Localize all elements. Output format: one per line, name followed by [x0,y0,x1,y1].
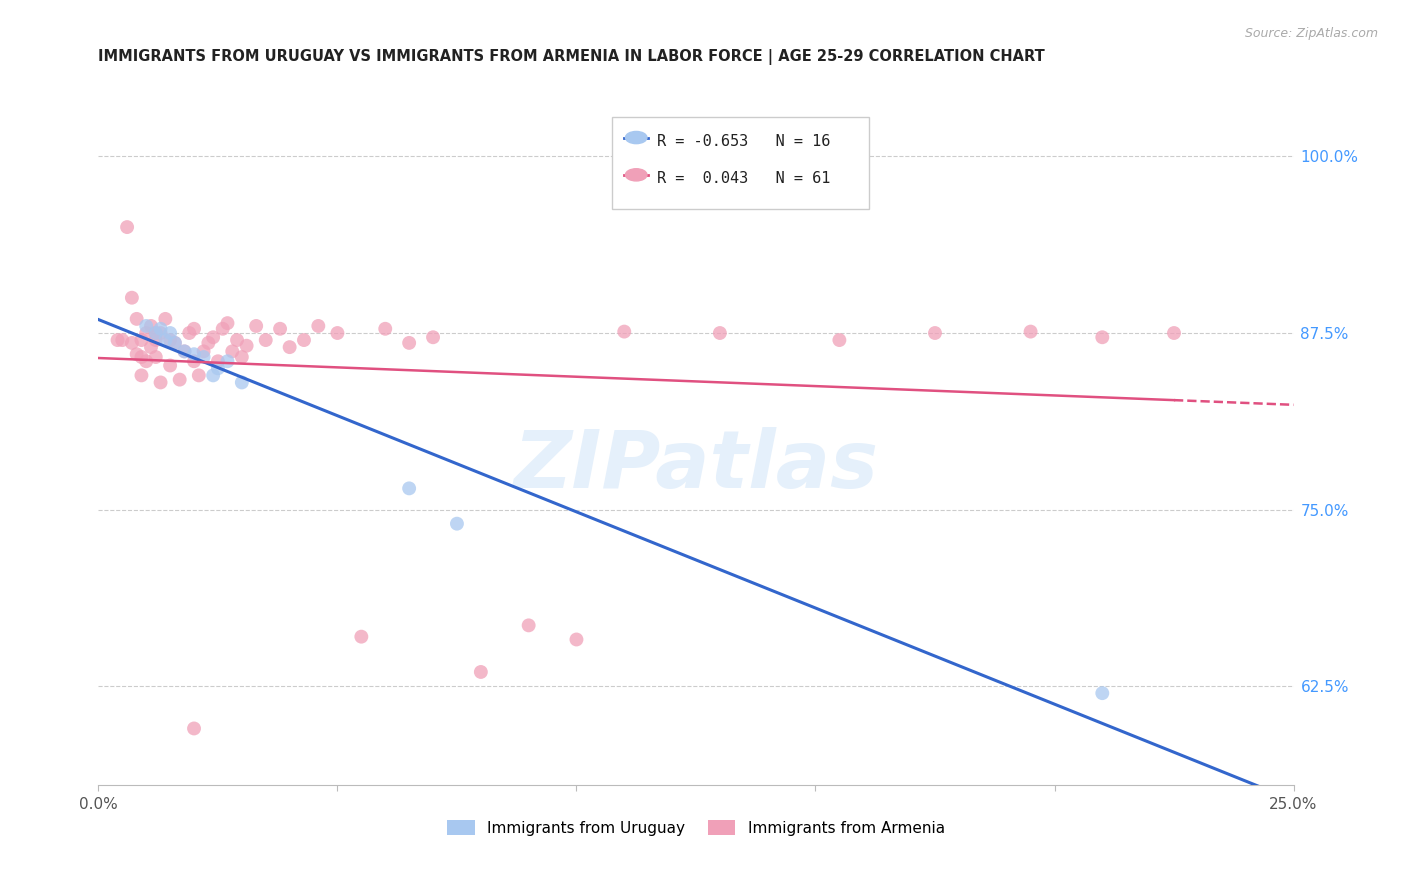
Point [193,344,215,359]
Point [565,632,588,647]
Point [183,722,205,736]
Point [245,318,267,333]
Point [135,354,157,368]
Point [183,354,205,368]
Point [173,344,195,359]
Point [135,318,157,333]
Point [226,333,249,347]
Point [207,354,229,368]
Point [145,326,167,340]
Legend: Immigrants from Uruguay, Immigrants from Armenia: Immigrants from Uruguay, Immigrants from… [441,814,950,842]
Point [121,335,143,350]
Point [221,344,243,359]
Point [211,322,233,336]
Point [1091,686,1114,700]
Point [269,322,291,336]
Point [254,333,277,347]
Point [155,333,177,347]
Point [1019,325,1042,339]
Circle shape [626,131,647,144]
Point [235,339,257,353]
Point [179,326,201,340]
Point [374,322,396,336]
Point [398,482,420,496]
Point [278,340,301,354]
Point [709,326,731,340]
Point [135,326,157,340]
Point [207,361,229,376]
Point [326,326,349,340]
Text: Source: ZipAtlas.com: Source: ZipAtlas.com [1244,27,1378,40]
Point [828,333,851,347]
Point [149,326,172,340]
Point [131,350,153,364]
Point [398,335,420,350]
Text: R = -0.653   N = 16: R = -0.653 N = 16 [657,134,830,149]
Point [187,368,209,383]
Point [145,350,167,364]
Point [924,326,946,340]
Point [131,368,153,383]
Point [183,322,205,336]
Point [163,335,186,350]
Point [613,325,636,339]
Point [217,316,239,330]
Point [231,376,253,390]
Point [1091,330,1114,344]
Point [149,376,172,390]
Point [350,630,373,644]
Point [422,330,444,344]
Point [145,333,167,347]
Point [145,326,167,340]
Point [202,330,225,344]
Point [139,340,162,354]
Point [183,347,205,361]
Point [159,333,181,347]
Point [163,335,186,350]
Point [292,333,315,347]
Point [159,326,181,340]
FancyBboxPatch shape [613,117,869,209]
Point [107,333,129,347]
Point [307,318,329,333]
Text: IMMIGRANTS FROM URUGUAY VS IMMIGRANTS FROM ARMENIA IN LABOR FORCE | AGE 25-29 CO: IMMIGRANTS FROM URUGUAY VS IMMIGRANTS FR… [98,49,1045,65]
Point [115,220,138,235]
Point [173,344,195,359]
Point [197,335,219,350]
Circle shape [626,169,647,181]
Text: R =  0.043   N = 61: R = 0.043 N = 61 [657,171,830,186]
Point [517,618,540,632]
Point [193,350,215,364]
Point [217,354,239,368]
Point [111,333,134,347]
Point [446,516,468,531]
Point [121,291,143,305]
Point [231,350,253,364]
Point [139,318,162,333]
Point [131,333,153,347]
Text: ZIPatlas: ZIPatlas [513,427,879,506]
Point [149,322,172,336]
Point [125,311,148,326]
Point [470,665,492,679]
Point [169,373,191,387]
Point [125,347,148,361]
Point [155,311,177,326]
Point [202,368,225,383]
Point [159,359,181,373]
Point [1163,326,1185,340]
